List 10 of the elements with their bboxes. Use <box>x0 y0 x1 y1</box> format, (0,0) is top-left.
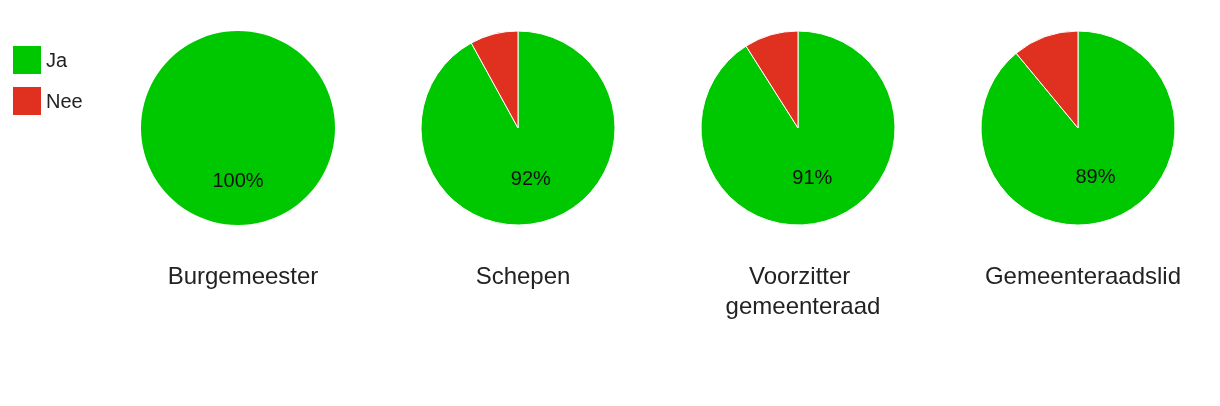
data-label: 89% <box>1075 165 1116 188</box>
slice-label: Gemeenteraadslid <box>984 261 1182 289</box>
data-label: 91% <box>792 166 833 189</box>
slice-label: Voorzitter gemeenteraad <box>725 261 881 319</box>
slice-label: Schepen <box>475 261 571 289</box>
legend-label: Nee <box>46 90 83 112</box>
slice-label: Burgemeester <box>167 261 319 289</box>
legend-label: Ja <box>46 49 68 71</box>
data-label: 92% <box>510 166 552 189</box>
data-label: 100% <box>212 168 264 191</box>
